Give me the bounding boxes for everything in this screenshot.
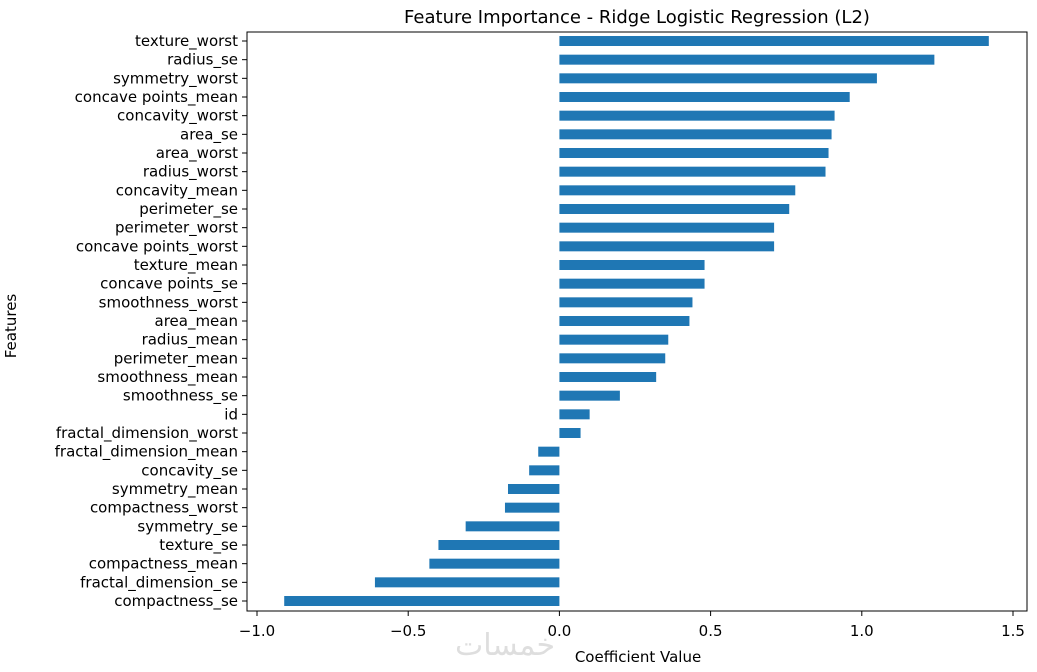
bar-symmetry-worst — [559, 73, 877, 84]
bars-layer — [284, 36, 989, 606]
y-tick-label: concavity_se — [141, 461, 238, 480]
y-tick-label: concavity_worst — [117, 107, 238, 126]
y-tick-label: area_worst — [156, 144, 238, 163]
y-tick-label: symmetry_mean — [112, 480, 238, 499]
y-tick-label: radius_mean — [142, 331, 238, 350]
y-tick-label: fractal_dimension_mean — [55, 443, 238, 462]
bar-radius-worst — [559, 166, 826, 177]
y-tick-label: fractal_dimension_worst — [56, 424, 238, 443]
bar-concave-points-mean — [559, 92, 850, 102]
bar-concavity-mean — [559, 185, 796, 196]
bar-texture-worst — [559, 36, 989, 46]
y-tick-label: compactness_se — [114, 592, 238, 611]
bar-fractal-dimension-mean — [538, 446, 560, 457]
y-tick-label: compactness_mean — [89, 555, 238, 574]
y-tick-label: concave points_se — [100, 275, 238, 294]
y-tick-label: texture_se — [159, 536, 238, 555]
bar-concave-points-worst — [559, 241, 775, 252]
bar-area-mean — [559, 316, 690, 326]
x-tick-label: −1.0 — [239, 622, 275, 640]
x-tick-label: −0.5 — [390, 622, 426, 640]
x-tick-label: 1.5 — [1001, 622, 1025, 640]
bar-id — [559, 409, 590, 420]
bar-concave-points-se — [559, 278, 705, 289]
bar-concavity-se — [529, 465, 560, 476]
bar-fractal-dimension-se — [374, 577, 560, 588]
y-tick-label: compactness_worst — [90, 499, 238, 518]
y-tick-label: fractal_dimension_se — [80, 573, 238, 592]
bar-symmetry-se — [465, 521, 560, 532]
y-tick-label: texture_worst — [135, 32, 238, 51]
bar-texture-mean — [559, 260, 705, 270]
bar-radius-mean — [559, 334, 669, 345]
bar-smoothness-worst — [559, 297, 693, 308]
bar-concavity-worst — [559, 110, 835, 121]
x-axis-label: Coefficient Value — [575, 648, 701, 666]
y-tick-label: symmetry_worst — [113, 69, 238, 88]
y-tick-label: smoothness_se — [123, 387, 238, 406]
bar-area-se — [559, 129, 832, 140]
y-tick-label: texture_mean — [134, 256, 238, 275]
bar-texture-se — [438, 540, 560, 550]
bar-perimeter-mean — [559, 353, 666, 364]
y-tick-label: concave points_worst — [76, 237, 238, 256]
bar-compactness-worst — [504, 502, 560, 513]
x-tick-label: 0.0 — [547, 622, 571, 640]
bar-perimeter-se — [559, 204, 790, 214]
bar-fractal-dimension-worst — [559, 428, 581, 438]
bar-area-worst — [559, 148, 829, 158]
x-tick-label: 0.5 — [699, 622, 723, 640]
bar-smoothness-mean — [559, 372, 657, 382]
watermark-logo: خمسات — [455, 628, 556, 663]
y-tick-label: area_se — [180, 125, 238, 144]
y-tick-label: id — [224, 405, 238, 423]
y-tick-label: radius_worst — [143, 163, 238, 182]
y-axis-label: Features — [2, 294, 20, 359]
bar-compactness-mean — [429, 558, 560, 569]
bar-perimeter-worst — [559, 222, 775, 233]
bar-compactness-se — [284, 596, 560, 606]
bar-symmetry-mean — [507, 484, 560, 494]
y-tick-label: area_mean — [155, 312, 239, 331]
y-tick-label: symmetry_se — [137, 517, 238, 536]
y-tick-label: smoothness_worst — [99, 293, 238, 312]
plot-frame — [246, 31, 1028, 612]
y-axis-ticks: texture_worstradius_sesymmetry_worstconc… — [55, 32, 247, 611]
bar-smoothness-se — [559, 390, 620, 401]
y-tick-label: radius_se — [167, 51, 238, 70]
chart-title: Feature Importance - Ridge Logistic Regr… — [404, 7, 870, 28]
bar-radius-se — [559, 54, 935, 65]
x-tick-label: 1.0 — [850, 622, 874, 640]
y-tick-label: perimeter_worst — [115, 219, 238, 238]
x-axis-ticks: −1.0 −0.5 0.0 0.5 1.0 1.5 — [239, 611, 1025, 640]
y-tick-label: perimeter_se — [139, 200, 238, 219]
y-tick-label: concavity_mean — [116, 181, 238, 200]
y-tick-label: smoothness_mean — [97, 368, 238, 387]
y-tick-label: perimeter_mean — [114, 349, 238, 368]
y-tick-label: concave points_mean — [75, 88, 238, 107]
